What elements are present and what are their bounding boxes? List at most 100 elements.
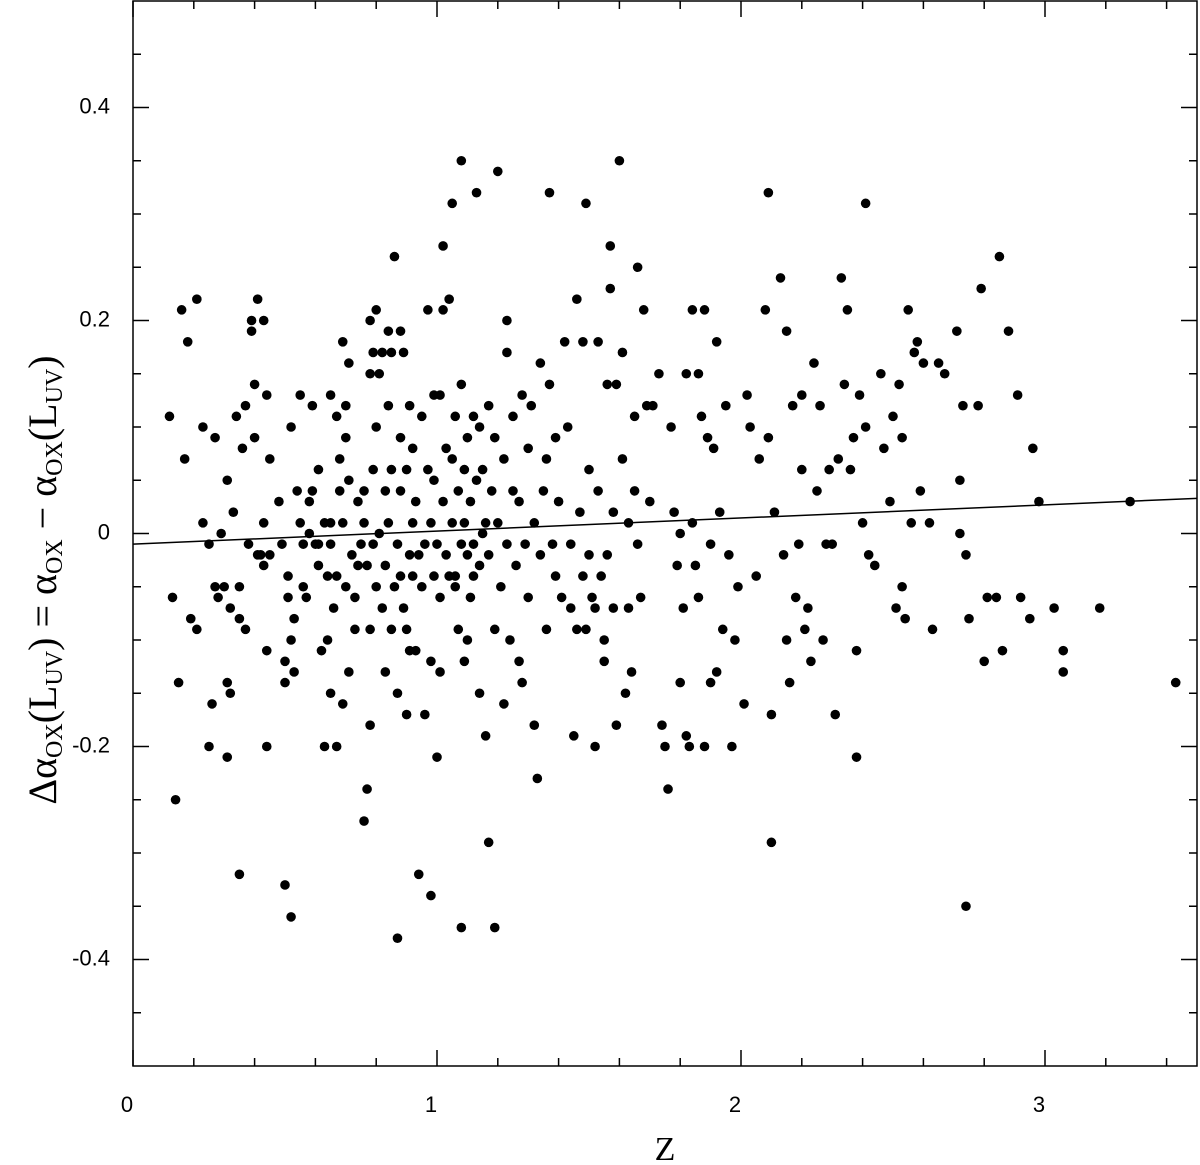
scatter-point xyxy=(961,901,971,912)
scatter-point xyxy=(693,368,704,379)
scatter-point xyxy=(611,720,622,730)
scatter-point xyxy=(316,645,327,656)
scatter-point xyxy=(827,539,837,549)
x-tick-label: 3 xyxy=(1033,1092,1045,1117)
scatter-point xyxy=(958,400,968,411)
scatter-point xyxy=(556,592,567,603)
scatter-point xyxy=(693,592,704,603)
y-tick-label: 0 xyxy=(98,519,110,544)
scatter-point xyxy=(532,773,543,784)
scatter-point xyxy=(699,305,710,315)
scatter-point xyxy=(377,347,388,358)
scatter-point xyxy=(584,550,594,560)
scatter-point xyxy=(350,624,360,635)
scatter-point xyxy=(328,603,339,613)
scatter-point xyxy=(459,656,470,667)
scatter-point xyxy=(301,592,312,603)
scatter-point xyxy=(891,603,901,613)
scatter-point xyxy=(493,166,503,177)
scatter-point xyxy=(331,571,342,581)
scatter-point xyxy=(249,432,260,443)
scatter-point xyxy=(258,560,269,571)
scatter-point xyxy=(717,624,728,635)
scatter-point xyxy=(432,539,442,549)
scatter-point xyxy=(711,337,722,347)
scatter-point xyxy=(389,581,400,592)
scatter-point xyxy=(483,837,494,848)
scatter-point xyxy=(830,709,841,720)
scatter-point xyxy=(368,347,378,358)
scatter-point xyxy=(657,720,667,730)
scatter-point xyxy=(638,305,649,315)
scatter-point xyxy=(474,422,485,432)
scatter-point xyxy=(477,528,488,539)
scatter-point xyxy=(632,539,643,549)
scatter-point xyxy=(997,645,1008,656)
scatter-point xyxy=(739,699,749,709)
scatter-point xyxy=(234,581,245,592)
scatter-point xyxy=(468,411,479,422)
scatter-point xyxy=(879,443,889,454)
scatter-point xyxy=(252,294,263,305)
scatter-point xyxy=(1094,603,1105,613)
scatter-point xyxy=(471,475,482,486)
scatter-point xyxy=(167,592,178,603)
scatter-point xyxy=(924,518,935,528)
scatter-point xyxy=(289,667,299,677)
scatter-point xyxy=(331,741,342,752)
scatter-point xyxy=(341,432,351,443)
scatter-point xyxy=(435,390,445,400)
scatter-point xyxy=(863,550,874,560)
scatter-point xyxy=(258,518,269,528)
scatter-point xyxy=(462,432,473,443)
scatter-point xyxy=(547,539,558,549)
scatter-point xyxy=(961,550,971,560)
scatter-point xyxy=(483,400,494,411)
scatter-point xyxy=(1028,443,1038,454)
scatter-point xyxy=(541,454,552,464)
scatter-point xyxy=(976,283,986,294)
scatter-point xyxy=(1034,496,1044,507)
scatter-point xyxy=(359,816,369,826)
scatter-point xyxy=(441,550,451,560)
scatter-point xyxy=(426,656,436,667)
scatter-point xyxy=(204,741,214,752)
scatter-point xyxy=(413,550,424,560)
scatter-point xyxy=(292,486,302,496)
scatter-point xyxy=(918,358,929,368)
scatter-point xyxy=(605,241,616,251)
scatter-point xyxy=(982,592,993,603)
scatter-point xyxy=(857,518,868,528)
scatter-point xyxy=(453,486,464,496)
scatter-point xyxy=(474,560,485,571)
scatter-point xyxy=(410,496,421,507)
scatter-point xyxy=(468,571,479,581)
scatter-point xyxy=(520,539,530,549)
scatter-point xyxy=(535,550,546,560)
scatter-point xyxy=(407,571,418,581)
fit-line xyxy=(132,497,1198,545)
scatter-point xyxy=(535,358,546,368)
scatter-point xyxy=(1015,592,1026,603)
scatter-point xyxy=(1025,613,1035,624)
scatter-point xyxy=(383,518,394,528)
scatter-point xyxy=(344,667,354,677)
scatter-point xyxy=(815,400,825,411)
scatter-point xyxy=(572,624,582,635)
scatter-point xyxy=(489,922,500,933)
scatter-point xyxy=(450,571,461,581)
scatter-point xyxy=(559,337,570,347)
scatter-point xyxy=(611,379,622,390)
scatter-point xyxy=(447,454,458,464)
scatter-point xyxy=(389,251,400,262)
y-axis-label-part: (L xyxy=(20,403,65,441)
y-axis-label-part: UV xyxy=(42,650,68,685)
scatter-point xyxy=(553,496,564,507)
scatter-point xyxy=(313,560,324,571)
scatter-point xyxy=(620,688,631,699)
scatter-point xyxy=(602,550,613,560)
scatter-point xyxy=(386,347,397,358)
scatter-point xyxy=(502,539,512,549)
scatter-point xyxy=(836,273,847,283)
scatter-point xyxy=(590,603,600,613)
